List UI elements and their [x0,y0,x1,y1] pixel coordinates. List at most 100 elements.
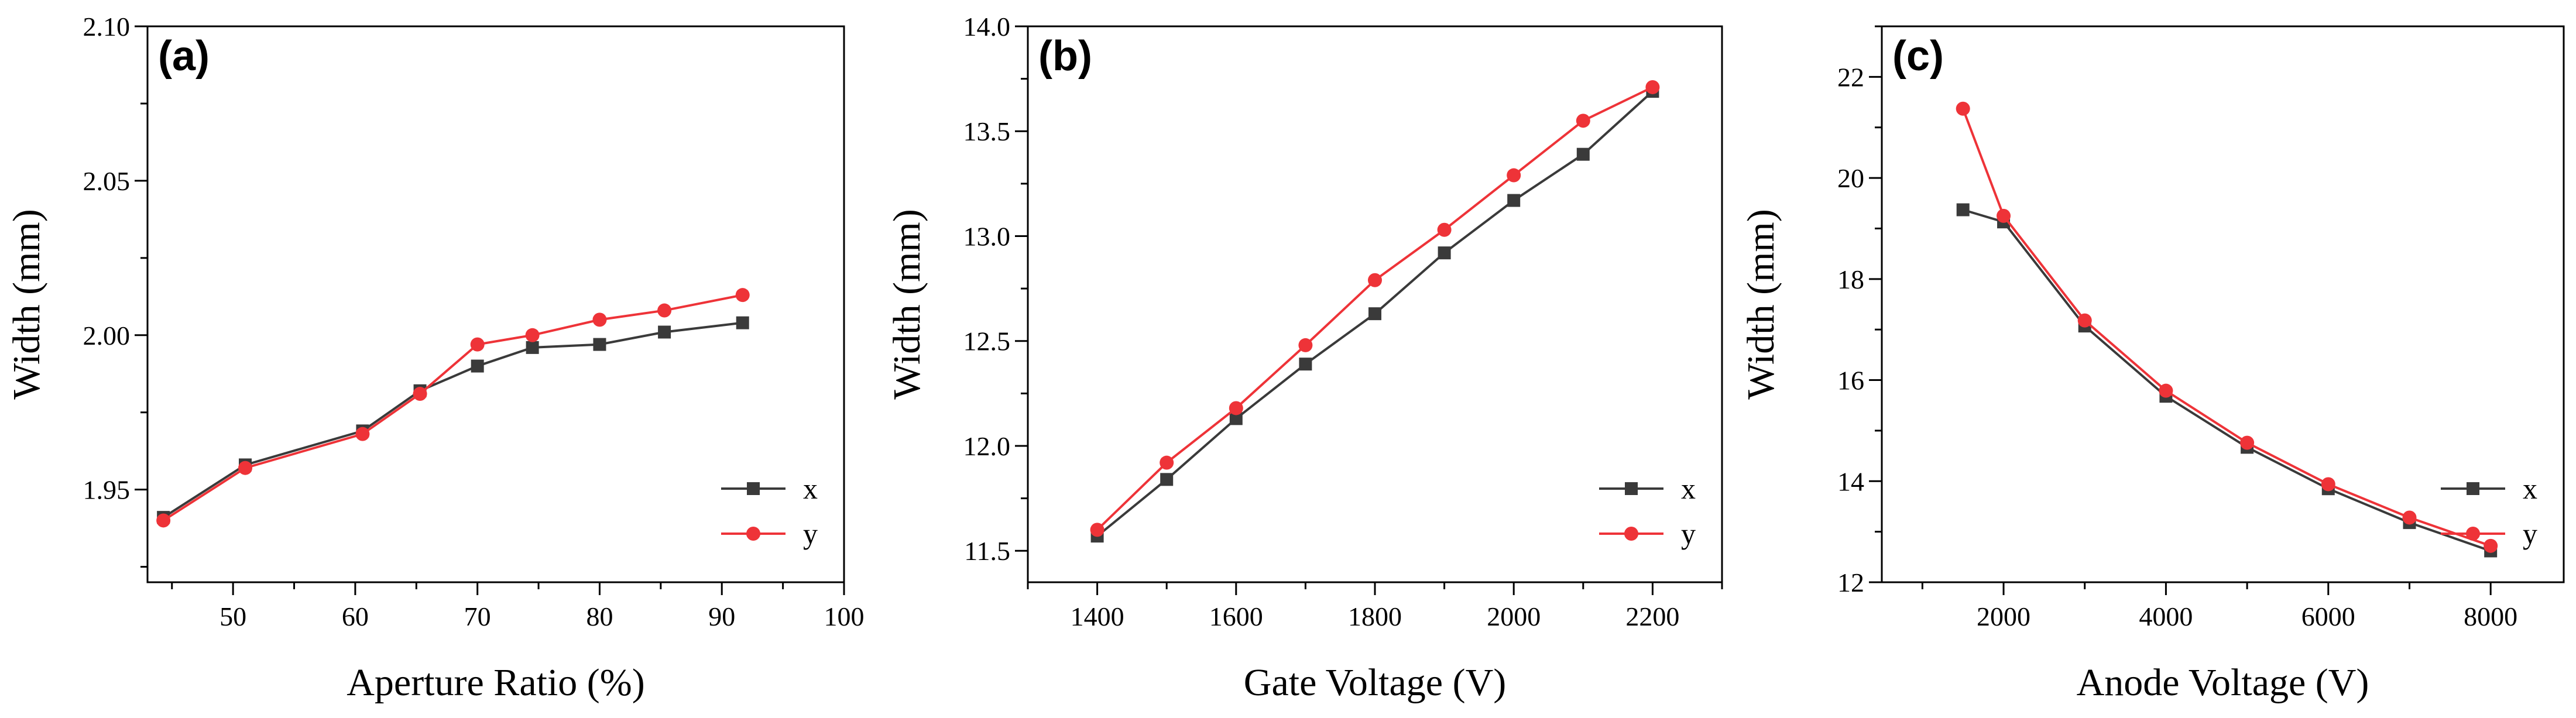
data-point-y [657,303,672,318]
y-tick-label: 1.95 [83,475,131,505]
legend-label-y: y [1681,517,1696,550]
y-tick-label: 14.0 [963,12,1011,42]
data-point-y [1507,168,1521,183]
x-tick-label: 90 [708,602,735,631]
plot-frame [1881,25,2565,583]
panel-a: 50 60 70 80 90 100 1.95 2.00 2.05 2.10 Aperture Ra… [5,12,865,704]
y-tick-label: 13.0 [963,221,1011,251]
x-axis-title: Anode Voltage (V) [2077,661,2369,704]
legend-label-x: x [2523,472,2537,505]
legend-label-y: y [2523,517,2537,550]
y-tick-label: 11.5 [964,536,1010,566]
data-point-y [735,288,750,303]
data-point-y [1368,273,1382,287]
panel-b: 1400 1600 1800 2000 2200 11.5 12.0 12.5 13.0 13.5… [886,12,1723,704]
data-point-x [593,338,606,351]
data-point-y [2240,435,2255,450]
data-point-y [1576,114,1590,128]
x-tick-label: 60 [342,602,369,631]
data-point-x [1229,412,1243,425]
x-tick-label: 50 [219,602,246,631]
data-point-x [1160,473,1174,486]
data-point-y [238,461,253,475]
y-tick-label: 12.0 [963,431,1011,461]
x-tick-label: 100 [824,602,865,631]
x-tick-label: 2000 [1977,602,2030,631]
legend-marker-x [747,482,760,495]
legend-marker-x [1625,482,1638,495]
series-line-x [1963,208,2491,552]
x-tick-label: 2000 [1487,602,1541,631]
data-point-x [1507,194,1521,207]
y-tick-label: 2.10 [83,12,131,42]
y-tick-label: 12.5 [963,327,1011,356]
data-point-x [1299,358,1312,371]
data-point-y [355,427,370,441]
y-tick-label: 20 [1837,163,1864,193]
data-point-y [413,387,427,401]
plot-frame [1027,25,1723,583]
x-tick-label: 2200 [1625,602,1679,631]
data-point-y [2077,313,2092,328]
x-axis-title: Gate Voltage (V) [1244,661,1506,704]
y-tick-label: 14 [1837,466,1864,496]
y-tick-label: 16 [1837,366,1864,396]
x-tick-label: 6000 [2301,602,2355,631]
x-tick-label: 8000 [2464,602,2517,631]
panel-label: (b) [1038,33,1092,80]
data-point-y [1645,80,1660,94]
data-point-y [470,337,485,352]
legend-label-x: x [803,472,818,505]
x-tick-label: 1800 [1348,602,1402,631]
panel-c: 2000 4000 6000 8000 12 14 16 18 20 22 Anode Voltag… [1740,25,2565,704]
y-tick-label: 2.00 [83,321,131,351]
data-point-y [1229,401,1243,415]
data-point-y [2159,383,2173,398]
legend-label-x: x [1681,472,1696,505]
data-point-y [1437,222,1452,237]
y-tick-label: 22 [1837,62,1864,92]
y-tick-label: 13.5 [963,116,1011,146]
x-tick-label: 70 [464,602,491,631]
data-point-x [1576,147,1590,161]
y-tick-label: 2.05 [83,166,131,196]
panel-label: (c) [1892,33,1944,80]
data-point-y [525,328,540,342]
data-point-x [1438,246,1451,260]
x-tick-label: 1400 [1071,602,1124,631]
series-line-y [163,294,743,522]
y-tick-label: 18 [1837,264,1864,294]
series-line-y [1961,108,2491,547]
y-tick-label: 12 [1837,568,1864,597]
legend-label-y: y [803,517,818,550]
data-point-y [1298,338,1313,352]
y-axis-title: Width (mm) [5,209,48,399]
data-point-y [1997,208,2011,223]
legend-marker-y [1624,527,1638,541]
data-point-y [1090,523,1105,537]
data-point-x [736,316,749,329]
x-tick-label: 4000 [2139,602,2193,631]
data-point-x [526,341,539,354]
data-point-x [1368,307,1381,321]
legend-marker-y [2466,527,2480,541]
legend-marker-x [2467,482,2479,495]
data-point-y [2484,538,2498,553]
data-point-x [471,359,484,373]
x-axis-title: Aperture Ratio (%) [347,661,644,704]
data-point-x [1956,203,1970,217]
plot-frame [146,25,845,583]
series-line-x [163,321,743,518]
data-point-y [2402,510,2417,525]
legend-marker-y [746,527,760,541]
data-point-y [2321,477,2335,492]
panel-label: (a) [158,33,210,80]
x-tick-label: 1600 [1209,602,1263,631]
y-axis-title: Width (mm) [1740,209,1782,399]
data-point-x [658,325,671,339]
data-point-y [1160,455,1174,470]
data-point-y [1956,101,1970,116]
data-point-y [156,513,171,528]
data-point-y [592,312,607,327]
